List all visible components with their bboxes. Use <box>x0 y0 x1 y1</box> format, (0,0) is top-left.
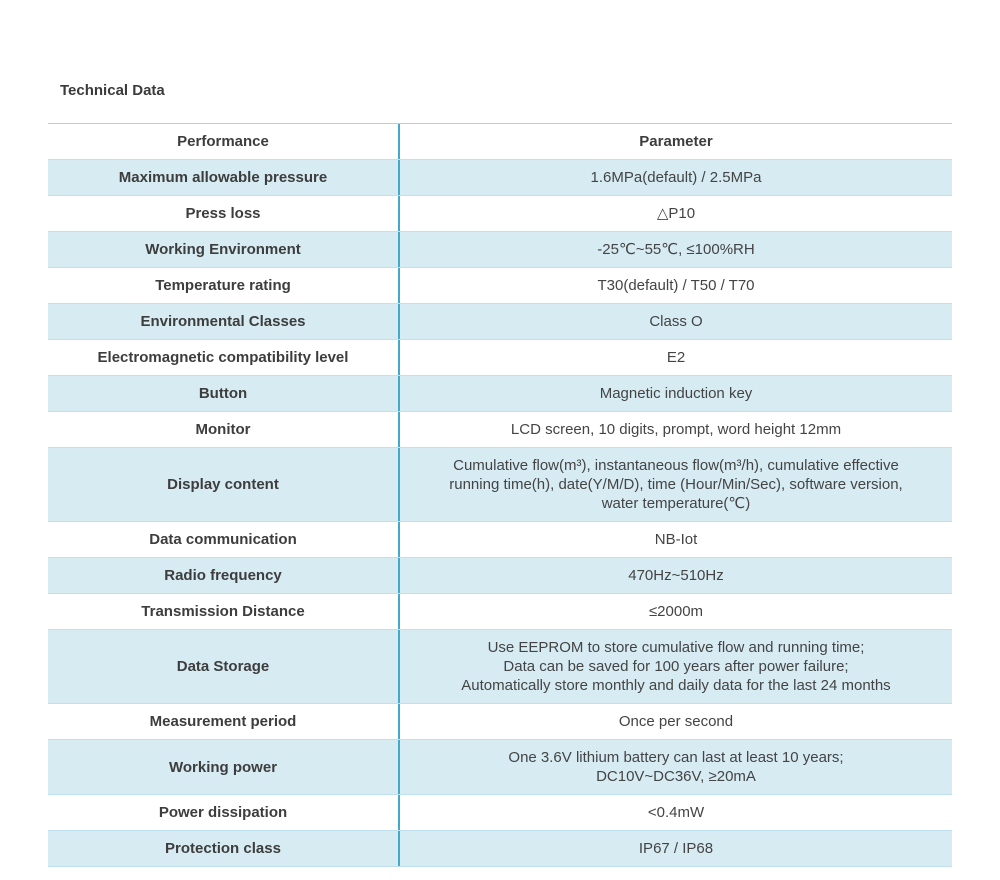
performance-cell: Button <box>48 376 400 411</box>
table-row-max-allowable-pressure: Maximum allowable pressure 1.6MPa(defaul… <box>48 160 952 196</box>
performance-cell: Transmission Distance <box>48 594 400 629</box>
performance-cell: Display content <box>48 448 400 521</box>
parameter-cell: IP67 / IP68 <box>638 840 714 857</box>
technical-data-table: Performance Parameter Maximum allowable … <box>48 123 952 867</box>
table-row-button: Button Magnetic induction key <box>48 376 952 412</box>
parameter-cell: NB-Iot <box>654 531 698 548</box>
parameter-cell: △P10 <box>656 205 696 222</box>
parameter-cell: 1.6MPa(default) / 2.5MPa <box>590 169 762 186</box>
performance-cell: Maximum allowable pressure <box>48 160 400 195</box>
performance-cell: Measurement period <box>48 704 400 739</box>
table-row-data-communication: Data communication NB-Iot <box>48 522 952 558</box>
table-row-display-content: Display content Cumulative flow(m³), ins… <box>48 448 952 522</box>
parameter-column-header: Parameter <box>639 133 713 150</box>
performance-cell: Protection class <box>48 831 400 866</box>
table-row-press-loss: Press loss △P10 <box>48 196 952 232</box>
parameter-cell: T30(default) / T50 / T70 <box>597 277 755 294</box>
table-row-working-power: Working power One 3.6V lithium battery c… <box>48 740 952 795</box>
performance-cell: Radio frequency <box>48 558 400 593</box>
performance-cell: Working power <box>48 740 400 794</box>
table-header-row: Performance Parameter <box>48 124 952 160</box>
parameter-cell: Cumulative flow(m³), instantaneous flow(… <box>449 457 903 512</box>
performance-cell: Power dissipation <box>48 795 400 830</box>
table-row-transmission-distance: Transmission Distance ≤2000m <box>48 594 952 630</box>
performance-cell: Temperature rating <box>48 268 400 303</box>
performance-cell: Press loss <box>48 196 400 231</box>
performance-cell: Monitor <box>48 412 400 447</box>
parameter-cell: E2 <box>666 349 686 366</box>
performance-column-header: Performance <box>48 124 400 159</box>
parameter-cell: Once per second <box>618 713 734 730</box>
parameter-cell: Class O <box>649 313 703 330</box>
table-row-temperature-rating: Temperature rating T30(default) / T50 / … <box>48 268 952 304</box>
parameter-cell: LCD screen, 10 digits, prompt, word heig… <box>510 421 842 438</box>
parameter-cell: 470Hz~510Hz <box>628 567 724 584</box>
table-row-electromagnetic-compatibility-level: Electromagnetic compatibility level E2 <box>48 340 952 376</box>
performance-cell: Working Environment <box>48 232 400 267</box>
parameter-cell: Use EEPROM to store cumulative flow and … <box>461 639 891 694</box>
parameter-cell: Magnetic induction key <box>599 385 753 402</box>
table-row-protection-class: Protection class IP67 / IP68 <box>48 831 952 867</box>
parameter-cell: <0.4mW <box>647 804 705 821</box>
table-row-radio-frequency: Radio frequency 470Hz~510Hz <box>48 558 952 594</box>
table-row-working-environment: Working Environment -25℃~55℃, ≤100%RH <box>48 232 952 268</box>
table-row-measurement-period: Measurement period Once per second <box>48 704 952 740</box>
parameter-cell: ≤2000m <box>648 603 704 620</box>
parameter-cell: -25℃~55℃, ≤100%RH <box>597 241 755 258</box>
page-title: Technical Data <box>60 82 165 99</box>
performance-cell: Environmental Classes <box>48 304 400 339</box>
table-row-power-dissipation: Power dissipation <0.4mW <box>48 795 952 831</box>
performance-cell: Data Storage <box>48 630 400 703</box>
table-row-monitor: Monitor LCD screen, 10 digits, prompt, w… <box>48 412 952 448</box>
table-row-environmental-classes: Environmental Classes Class O <box>48 304 952 340</box>
performance-cell: Data communication <box>48 522 400 557</box>
parameter-cell: One 3.6V lithium battery can last at lea… <box>508 749 844 785</box>
performance-cell: Electromagnetic compatibility level <box>48 340 400 375</box>
table-row-data-storage: Data Storage Use EEPROM to store cumulat… <box>48 630 952 704</box>
